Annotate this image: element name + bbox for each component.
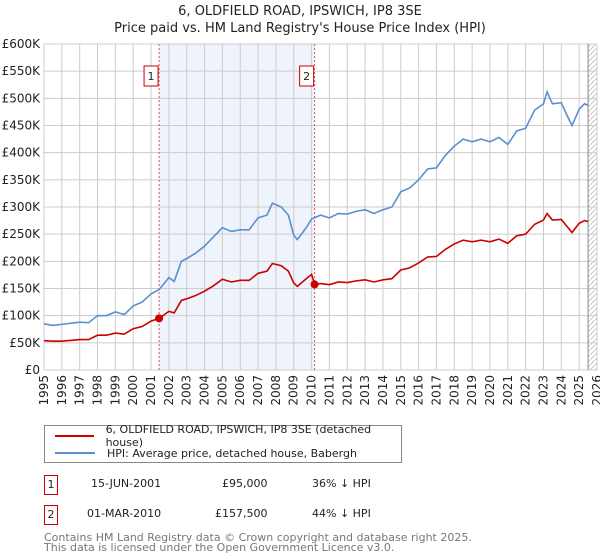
marker-box — [299, 65, 315, 87]
x-tick-label: 1996 — [55, 375, 69, 406]
legend-item-hpi: HPI: Average price, detached house, Babe… — [55, 445, 357, 461]
transaction-price: £157,500 — [215, 507, 268, 520]
legend-label: HPI: Average price, detached house, Babe… — [107, 446, 357, 460]
sale-point — [310, 280, 319, 289]
x-tick-label: 2003 — [180, 375, 194, 406]
x-tick-label: 2001 — [144, 375, 158, 406]
x-tick-label: 2004 — [198, 375, 212, 406]
y-tick-label: £250K — [2, 227, 42, 241]
x-tick-label: 2015 — [394, 375, 408, 406]
transaction-price: £95,000 — [222, 477, 268, 490]
price-chart: £0 £50K £100K £150K £200K £250K £300K £350K £400… — [2, 37, 600, 406]
series-line — [43, 212, 589, 343]
x-tick-label: 2000 — [126, 375, 140, 406]
x-tick-label: 2026 — [590, 375, 600, 406]
marker-label: 1 — [148, 70, 155, 83]
legend-swatch-red — [55, 435, 94, 437]
y-tick-label: £100K — [2, 309, 42, 323]
x-tick-label: 1995 — [37, 375, 51, 406]
y-tick-label: £50K — [9, 336, 41, 350]
transaction-number: 2 — [44, 505, 58, 525]
x-tick-label: 2016 — [412, 375, 426, 406]
series-line — [43, 89, 589, 327]
x-tick-label: 1998 — [91, 375, 105, 406]
x-tick-label: 2018 — [447, 375, 461, 406]
y-tick-label: £500K — [2, 91, 42, 105]
x-tick-label: 2011 — [322, 375, 336, 406]
transaction-row: 2 01-MAR-2010 £157,500 44% ↓ HPI — [44, 505, 444, 525]
y-tick-label: £0 — [25, 363, 40, 377]
y-tick-label: £400K — [2, 146, 42, 160]
transaction-date: 01-MAR-2010 — [87, 507, 162, 520]
x-tick-label: 2010 — [305, 375, 319, 406]
y-tick-label: £200K — [2, 254, 42, 268]
x-tick-label: 2017 — [429, 375, 443, 406]
marker-label: 2 — [303, 70, 310, 83]
transaction-hpi: 36% ↓ HPI — [312, 477, 371, 490]
x-tick-label: 2013 — [358, 375, 372, 406]
y-tick-label: £300K — [2, 200, 42, 214]
x-tick-label: 2014 — [376, 375, 390, 406]
y-tick-label: £550K — [2, 64, 42, 78]
x-tick-label: 1997 — [73, 375, 87, 406]
x-tick-label: 2012 — [340, 375, 354, 406]
x-tick-label: 1999 — [108, 375, 122, 406]
x-tick-label: 2023 — [536, 375, 550, 406]
chart-title: 6, OLDFIELD ROAD, IPSWICH, IP8 3SE — [178, 4, 422, 19]
y-tick-label: £150K — [2, 282, 42, 296]
x-tick-label: 2007 — [251, 375, 265, 406]
legend-swatch-blue — [55, 452, 95, 454]
marker-box — [143, 65, 159, 87]
legend-label: 6, OLDFIELD ROAD, IPSWICH, IP8 3SE (deta… — [105, 423, 372, 449]
transaction-hpi: 44% ↓ HPI — [312, 507, 371, 520]
transaction-date: 15-JUN-2001 — [91, 477, 162, 490]
x-tick-label: 2025 — [572, 375, 586, 406]
x-tick-label: 2008 — [269, 375, 283, 406]
x-tick-label: 2022 — [519, 375, 533, 406]
x-tick-label: 2002 — [162, 375, 176, 406]
legend-item-property: 6, OLDFIELD ROAD, IPSWICH, IP8 3SE (deta… — [55, 423, 401, 449]
x-tick-label: 2009 — [287, 375, 301, 406]
x-tick-label: 2020 — [483, 375, 497, 406]
x-tick-label: 2024 — [554, 375, 568, 406]
legend: 6, OLDFIELD ROAD, IPSWICH, IP8 3SE (deta… — [44, 423, 402, 463]
y-tick-label: £450K — [2, 119, 42, 133]
transaction-number: 1 — [44, 475, 58, 495]
x-tick-label: 2019 — [465, 375, 479, 406]
chart-subtitle: Price paid vs. HM Land Registry's House … — [114, 21, 486, 36]
y-tick-label: £350K — [2, 173, 42, 187]
x-tick-label: 2006 — [233, 375, 247, 406]
x-tick-label: 2005 — [215, 375, 229, 406]
transaction-row: 1 15-JUN-2001 £95,000 36% ↓ HPI — [44, 475, 444, 495]
sale-point — [155, 314, 164, 323]
y-tick-label: £600K — [2, 37, 42, 51]
footer-copyright: Contains HM Land Registry data © Crown c… — [44, 531, 472, 544]
x-tick-label: 2021 — [501, 375, 515, 406]
footer-licence: This data is licensed under the Open Gov… — [44, 541, 395, 554]
